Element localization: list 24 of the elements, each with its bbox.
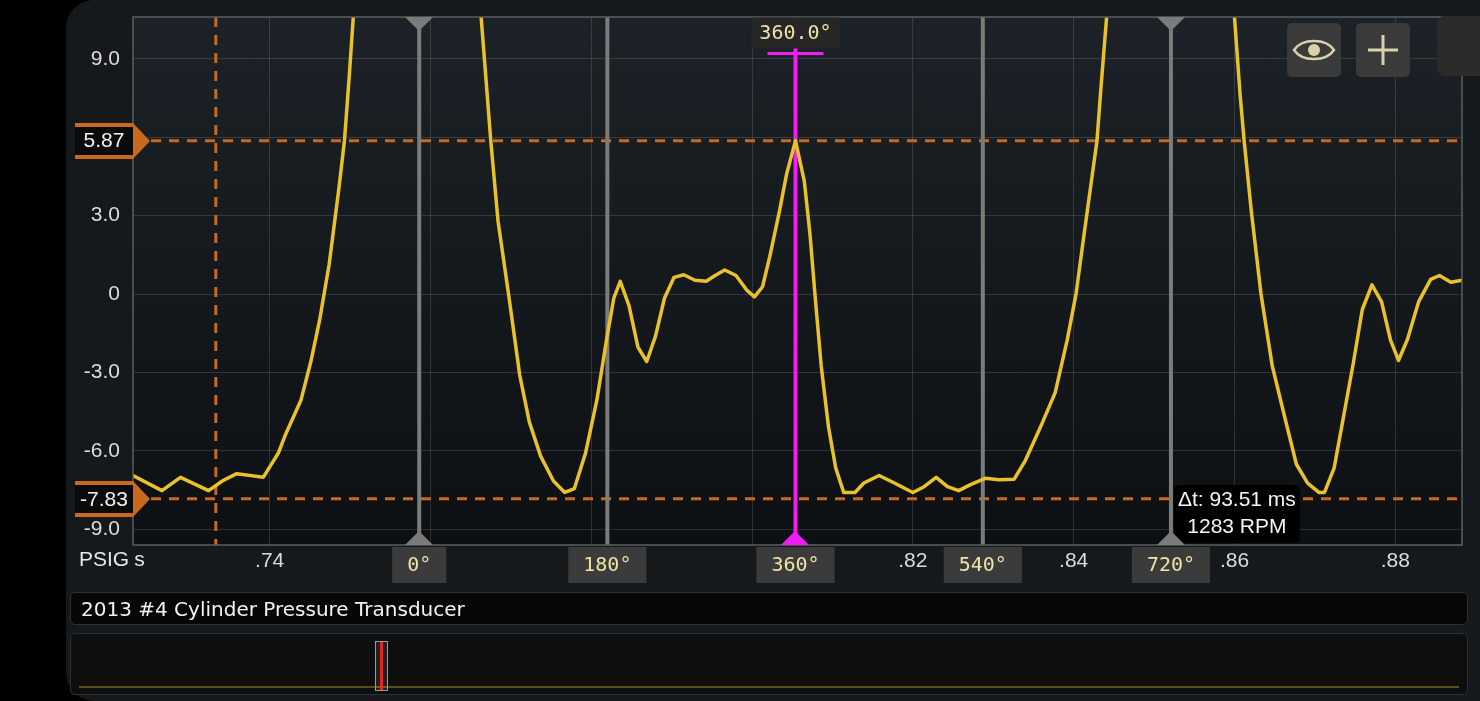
y-tick-label: 0 (108, 280, 120, 304)
y-tick-label: -9.0 (83, 516, 120, 540)
x-tick-label: .86 (1219, 548, 1250, 572)
annotation: 720° (1146, 552, 1196, 577)
annotation: 0° (407, 552, 432, 577)
y-tick-label: 3.0 (90, 202, 120, 226)
annotation: 540° (958, 552, 1007, 577)
y-axis-title: PSIG (79, 546, 130, 570)
x-axis-title: s (134, 546, 145, 570)
x-tick-label: .88 (1380, 548, 1410, 572)
text: 2013 #4 Cylinder Pressure Transducer (70, 592, 1468, 625)
x-tick-label: .84 (1059, 548, 1089, 572)
y-tick-label: 9.0 (90, 45, 120, 69)
y-tick-label: -6.0 (83, 437, 120, 461)
annotation: 1283 RPM (1187, 513, 1287, 537)
x-tick-label: .74 (255, 548, 285, 572)
annotation: Δt: 93.51 ms (1177, 486, 1296, 510)
ref-line-label: -7.83 (80, 486, 128, 510)
x-tick-label: .82 (898, 548, 928, 572)
annotation: 180° (583, 552, 632, 577)
ref-line-label: 5.87 (83, 128, 125, 152)
annotation: 360° (771, 552, 820, 577)
y-tick-label: -3.0 (83, 359, 120, 383)
annotation: 360.0° (759, 19, 832, 44)
